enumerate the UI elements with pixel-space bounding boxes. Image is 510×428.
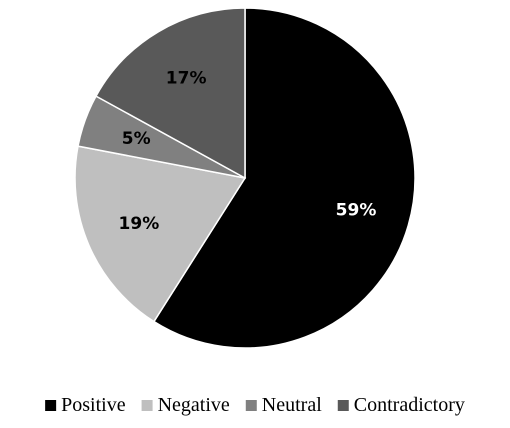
- legend-item-negative: Negative: [141, 394, 230, 416]
- legend-swatch-negative: [141, 400, 153, 411]
- pie-slices: [74, 7, 416, 349]
- pie-slice-negative: [74, 145, 247, 323]
- pie-slice-contradictory: [95, 7, 246, 180]
- legend: Positive Negative Neutral Contradictory: [45, 394, 465, 416]
- legend-label-positive: Positive: [61, 394, 126, 416]
- legend-swatch-contradictory: [337, 400, 349, 411]
- slice-label-neutral: 5%: [122, 129, 151, 149]
- legend-swatch-neutral: [245, 400, 257, 411]
- legend-label-neutral: Neutral: [262, 394, 322, 416]
- legend-item-contradictory: Contradictory: [337, 394, 465, 416]
- legend-item-positive: Positive: [45, 394, 126, 416]
- legend-label-contradictory: Contradictory: [354, 394, 465, 416]
- legend-swatch-positive: [45, 400, 57, 411]
- slice-label-positive: 59%: [336, 200, 377, 220]
- slice-label-contradictory: 17%: [166, 68, 207, 88]
- pie-slice-labels: 59% 19% 5% 17%: [119, 68, 377, 233]
- legend-label-negative: Negative: [158, 394, 230, 416]
- pie-slice-positive: [152, 7, 416, 349]
- legend-item-neutral: Neutral: [245, 394, 322, 416]
- slice-label-negative: 19%: [119, 214, 160, 234]
